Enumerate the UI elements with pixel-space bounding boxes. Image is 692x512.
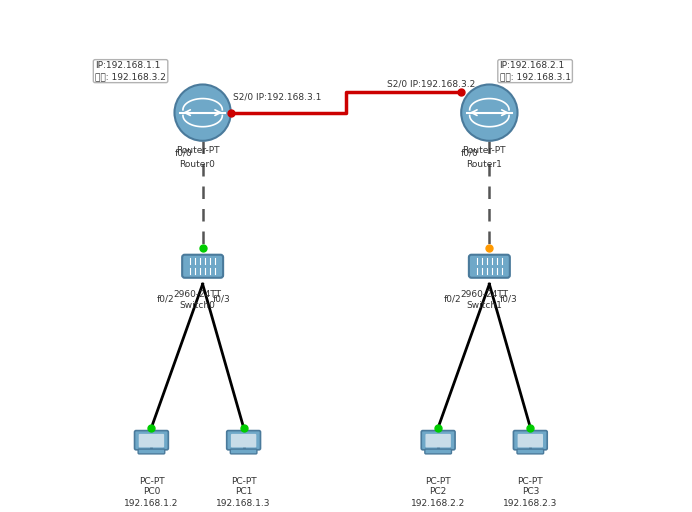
Text: f0/3: f0/3 bbox=[213, 294, 230, 304]
Text: PC-PT: PC-PT bbox=[138, 477, 164, 486]
Text: PC2: PC2 bbox=[430, 487, 447, 497]
FancyBboxPatch shape bbox=[138, 449, 165, 454]
FancyBboxPatch shape bbox=[518, 434, 543, 447]
Text: IP:192.168.2.1
网关: 192.168.3.1: IP:192.168.2.1 网关: 192.168.3.1 bbox=[500, 61, 571, 81]
Text: PC-PT: PC-PT bbox=[518, 477, 543, 486]
Text: IP:192.168.1.1
网关: 192.168.3.2: IP:192.168.1.1 网关: 192.168.3.2 bbox=[95, 61, 166, 81]
Text: PC-PT: PC-PT bbox=[231, 477, 257, 486]
FancyBboxPatch shape bbox=[421, 431, 455, 450]
FancyBboxPatch shape bbox=[513, 431, 547, 450]
FancyBboxPatch shape bbox=[231, 434, 256, 447]
FancyBboxPatch shape bbox=[517, 449, 544, 454]
Text: Switch1: Switch1 bbox=[466, 301, 502, 310]
FancyBboxPatch shape bbox=[469, 255, 510, 278]
Text: Router-PT: Router-PT bbox=[176, 146, 219, 155]
Text: 192.168.1.3: 192.168.1.3 bbox=[217, 499, 271, 508]
FancyBboxPatch shape bbox=[425, 449, 451, 454]
Text: 2960-24TT: 2960-24TT bbox=[460, 290, 508, 299]
Text: f0/3: f0/3 bbox=[500, 294, 518, 304]
FancyBboxPatch shape bbox=[138, 434, 164, 447]
Text: Switch0: Switch0 bbox=[180, 301, 215, 310]
Text: PC1: PC1 bbox=[235, 487, 253, 497]
Text: 2960-24TT: 2960-24TT bbox=[174, 290, 221, 299]
Text: 192.168.1.2: 192.168.1.2 bbox=[125, 499, 179, 508]
Text: 192.168.2.2: 192.168.2.2 bbox=[411, 499, 465, 508]
Text: f0/0: f0/0 bbox=[174, 148, 192, 158]
Text: Router1: Router1 bbox=[466, 160, 502, 169]
Text: PC0: PC0 bbox=[143, 487, 160, 497]
Text: f0/2: f0/2 bbox=[444, 294, 461, 304]
Circle shape bbox=[461, 84, 518, 141]
Text: 192.168.2.3: 192.168.2.3 bbox=[503, 499, 558, 508]
Text: f0/2: f0/2 bbox=[156, 294, 174, 304]
FancyBboxPatch shape bbox=[134, 431, 168, 450]
Text: S2/0 IP:192.168.3.1: S2/0 IP:192.168.3.1 bbox=[233, 93, 322, 102]
FancyBboxPatch shape bbox=[227, 431, 260, 450]
Text: S2/0 IP:192.168.3.2: S2/0 IP:192.168.3.2 bbox=[387, 80, 475, 89]
Text: PC3: PC3 bbox=[522, 487, 539, 497]
FancyBboxPatch shape bbox=[182, 255, 223, 278]
FancyBboxPatch shape bbox=[230, 449, 257, 454]
Circle shape bbox=[174, 84, 231, 141]
FancyBboxPatch shape bbox=[426, 434, 451, 447]
Text: f0/0: f0/0 bbox=[461, 148, 479, 158]
Text: PC-PT: PC-PT bbox=[426, 477, 451, 486]
Text: Router-PT: Router-PT bbox=[462, 146, 506, 155]
Text: Router0: Router0 bbox=[180, 160, 215, 169]
